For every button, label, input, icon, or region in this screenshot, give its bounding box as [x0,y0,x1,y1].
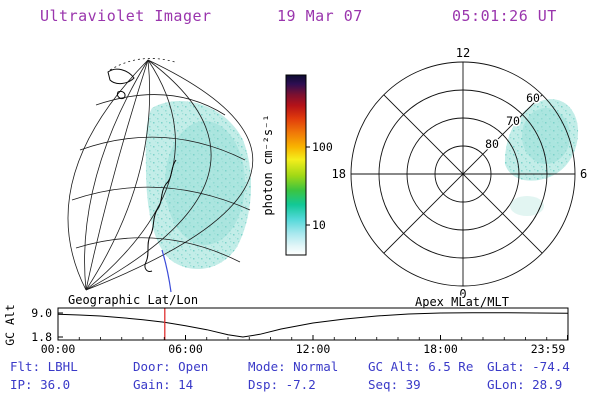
xtick-1200: 12:00 [296,342,331,356]
mlt-label-18: 18 [332,167,346,181]
polar-plot: 12 18 6 0 60 70 80 [332,46,588,301]
colorbar-gradient [285,74,307,256]
caption-apex: Apex MLat/MLT [415,295,509,309]
mlt-label-12: 12 [456,46,470,60]
ytick-9-0: 9.0 [31,306,52,320]
status-door: Door: Open [133,359,209,374]
mlat-label-60: 60 [526,91,540,105]
strip-minor-ticks [78,337,548,340]
colorbar-tick-label-100: 100 [312,140,333,154]
mlt-label-0: 0 [459,287,466,301]
polar-emission-speckle [504,99,579,181]
status-ip: IP: 36.0 [10,377,71,392]
ytick-1-8: 1.8 [31,330,52,344]
app-title: Ultraviolet Imager [40,7,212,25]
status-dsp: Dsp: -7.2 [248,377,316,392]
xtick-0000: 00:00 [41,342,76,356]
header-time: 05:01:26 UT [452,7,557,25]
xtick-2359: 23:59 [531,342,566,356]
globe-grid [67,58,254,291]
status-seq: Seq: 39 [368,377,421,392]
strip-chart: Geographic Lat/Lon Apex MLat/MLT 00:00 0… [3,293,569,356]
status-mode: Mode: Normal [248,359,339,374]
status-gain: Gain: 14 [133,377,194,392]
gc-alt-curve [57,312,568,338]
mlt-label-6: 6 [580,167,587,181]
colorbar-units-label: photon cm⁻²s⁻¹ [261,114,275,215]
colorbar: 100 10 photon cm⁻²s⁻¹ [261,74,333,256]
orbit-track-line [161,249,172,293]
status-gcalt: GC Alt: 6.5 Re [368,359,474,374]
header-date: 19 Mar 07 [277,7,363,25]
coastline [107,68,177,272]
status-flt: Flt: LBHL [10,359,78,374]
polar-grid [350,61,576,287]
strip-ylabel: GC Alt [3,304,17,346]
caption-geographic: Geographic Lat/Lon [68,293,198,307]
globe-emission-speckle [145,101,252,270]
xtick-0600: 06:00 [168,342,203,356]
status-glat: GLat: -74.4 [487,359,570,374]
globe-panel [67,58,254,293]
xtick-1800: 18:00 [423,342,458,356]
mlat-label-70: 70 [506,114,520,128]
mlat-label-80: 80 [485,137,499,151]
strip-major-ticks [57,312,568,340]
colorbar-tick-label-10: 10 [312,218,326,232]
polar-emission-faint [510,196,544,216]
plots-canvas: 100 10 photon cm⁻²s⁻¹ 12 18 6 0 [3,46,588,356]
status-glon: GLon: 28.9 [487,377,563,392]
